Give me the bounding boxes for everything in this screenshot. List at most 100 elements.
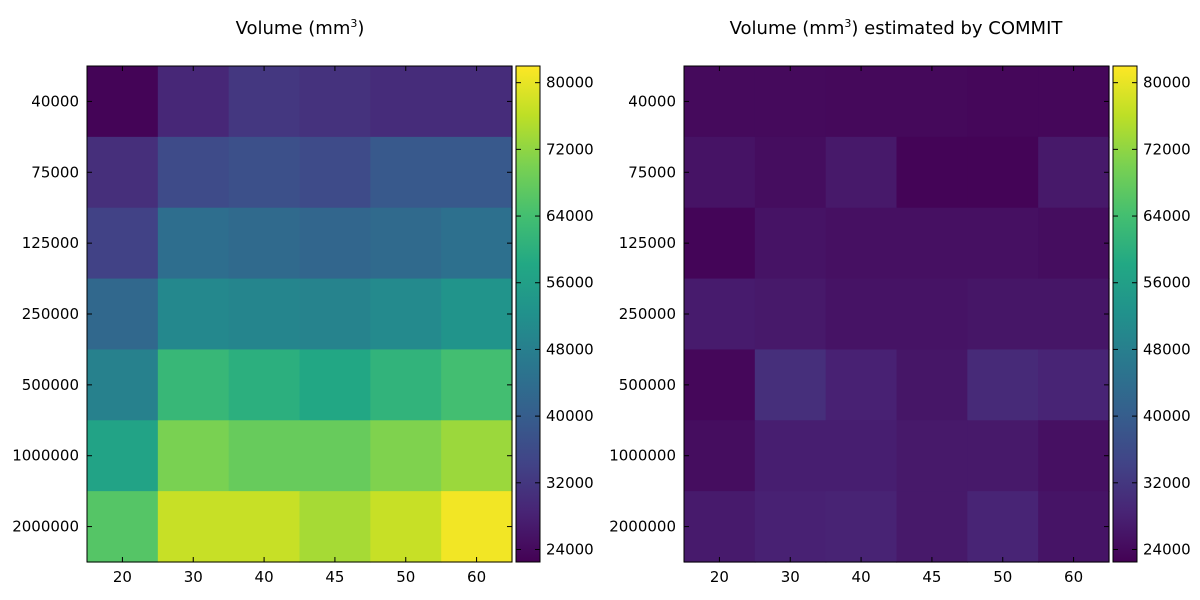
y-tick-label: 2000000 <box>12 518 79 536</box>
heatmap-cell <box>157 491 230 563</box>
heatmap-cell <box>87 66 159 138</box>
colorbar-tick-label: 64000 <box>546 207 594 225</box>
heatmap-cell <box>299 66 371 138</box>
heatmap-cell <box>87 136 159 209</box>
heatmap-cell <box>299 207 371 280</box>
x-tick-label: 50 <box>396 568 415 586</box>
heatmap-cell <box>1038 66 1110 138</box>
colorbar-tick-label: 72000 <box>546 140 594 158</box>
x-tick-label: 20 <box>113 568 132 586</box>
heatmap-cell <box>754 66 827 138</box>
heatmap-cell <box>441 491 513 563</box>
heatmap-cell <box>896 136 968 209</box>
heatmap-cell <box>370 136 442 209</box>
heatmap-cell <box>157 349 230 421</box>
x-tick-label: 45 <box>325 568 344 586</box>
colorbar-tick-label: 32000 <box>546 474 594 492</box>
chart-title: Volume (mm3) estimated by COMMIT <box>730 17 1064 39</box>
colorbar-tick-label: 72000 <box>1143 140 1191 158</box>
heatmap-cell <box>157 207 230 280</box>
heatmap-cell <box>1038 349 1110 421</box>
colorbar-tick-label: 48000 <box>1143 340 1191 358</box>
heatmap-cell <box>825 207 898 280</box>
y-tick-label: 125000 <box>22 234 79 252</box>
heatmap-cell <box>754 278 827 351</box>
heatmap-cell <box>299 278 371 351</box>
heatmap-cell <box>896 66 968 138</box>
heatmap-cell <box>228 420 301 492</box>
x-tick-label: 40 <box>852 568 871 586</box>
heatmap-cell <box>228 278 301 351</box>
heatmap-cell <box>825 349 898 421</box>
heatmap-cell <box>157 136 230 209</box>
y-tick-label: 75000 <box>31 163 79 181</box>
x-tick-label: 60 <box>467 568 486 586</box>
y-tick-label: 2000000 <box>609 518 676 536</box>
heatmap-cell <box>441 207 513 280</box>
heatmap-cell <box>896 420 968 492</box>
heatmap-cell <box>87 207 159 280</box>
heatmap-volume-commit: Volume (mm3) estimated by COMMIT 20 30 40 45… <box>609 17 1191 586</box>
heatmap-cell <box>370 66 442 138</box>
heatmap-cell <box>684 278 756 351</box>
heatmap-cell <box>87 278 159 351</box>
heatmap-cell <box>157 420 230 492</box>
heatmap-cell <box>228 136 301 209</box>
heatmap-cell <box>967 136 1039 209</box>
colorbar-tick-label: 56000 <box>1143 274 1191 292</box>
x-tick-label: 60 <box>1064 568 1083 586</box>
heatmap-cell <box>441 278 513 351</box>
heatmap-cell <box>87 420 159 492</box>
heatmap-cell <box>825 278 898 351</box>
chart-title: Volume (mm3) <box>236 17 365 39</box>
y-tick-label: 1000000 <box>609 447 676 465</box>
x-tick-label: 45 <box>922 568 941 586</box>
x-tick-label: 40 <box>255 568 274 586</box>
colorbar-tick-label: 48000 <box>546 340 594 358</box>
heatmap-cell <box>825 491 898 563</box>
y-tick-label: 125000 <box>619 234 676 252</box>
heatmap-cell <box>228 207 301 280</box>
colorbar-tick-label: 80000 <box>1143 74 1191 92</box>
y-tick-label: 1000000 <box>12 447 79 465</box>
heatmap-cell <box>1038 136 1110 209</box>
heatmap-cell <box>684 136 756 209</box>
y-tick-label: 75000 <box>628 163 676 181</box>
colorbar-tick-label: 64000 <box>1143 207 1191 225</box>
heatmap-cell <box>370 491 442 563</box>
colorbar-tick-label: 24000 <box>1143 540 1191 558</box>
heatmap-cell <box>967 66 1039 138</box>
heatmap-cell <box>967 207 1039 280</box>
heatmap-cell <box>825 66 898 138</box>
x-tick-label: 30 <box>781 568 800 586</box>
heatmap-cell <box>157 278 230 351</box>
heatmap-volume: Volume (mm3) 20 30 40 45 50 60 40000 75000 125000… <box>12 17 594 586</box>
colorbar <box>515 65 541 563</box>
heatmap-cell <box>228 491 301 563</box>
colorbar-tick-label: 32000 <box>1143 474 1191 492</box>
heatmap-cell <box>967 491 1039 563</box>
y-tick-label: 250000 <box>22 305 79 323</box>
heatmap-cell <box>684 66 756 138</box>
x-tick-label: 50 <box>993 568 1012 586</box>
heatmap-cell <box>896 491 968 563</box>
heatmap-cell <box>967 278 1039 351</box>
heatmap-cell <box>684 349 756 421</box>
heatmap-cell <box>896 207 968 280</box>
heatmap-cell <box>754 420 827 492</box>
heatmap-cell <box>87 349 159 421</box>
y-tick-label: 40000 <box>31 92 79 110</box>
x-tick-label: 20 <box>710 568 729 586</box>
heatmap-cell <box>684 207 756 280</box>
heatmap-cell <box>441 66 513 138</box>
colorbar-tick-label: 80000 <box>546 74 594 92</box>
heatmap-cell <box>1038 491 1110 563</box>
heatmap-cell <box>299 136 371 209</box>
heatmap-cell <box>754 207 827 280</box>
heatmap-cell <box>299 349 371 421</box>
colorbar-tick-label: 40000 <box>1143 407 1191 425</box>
heatmap-cell <box>754 136 827 209</box>
colorbar-tick-label: 24000 <box>546 540 594 558</box>
heatmap-cell <box>299 491 371 563</box>
